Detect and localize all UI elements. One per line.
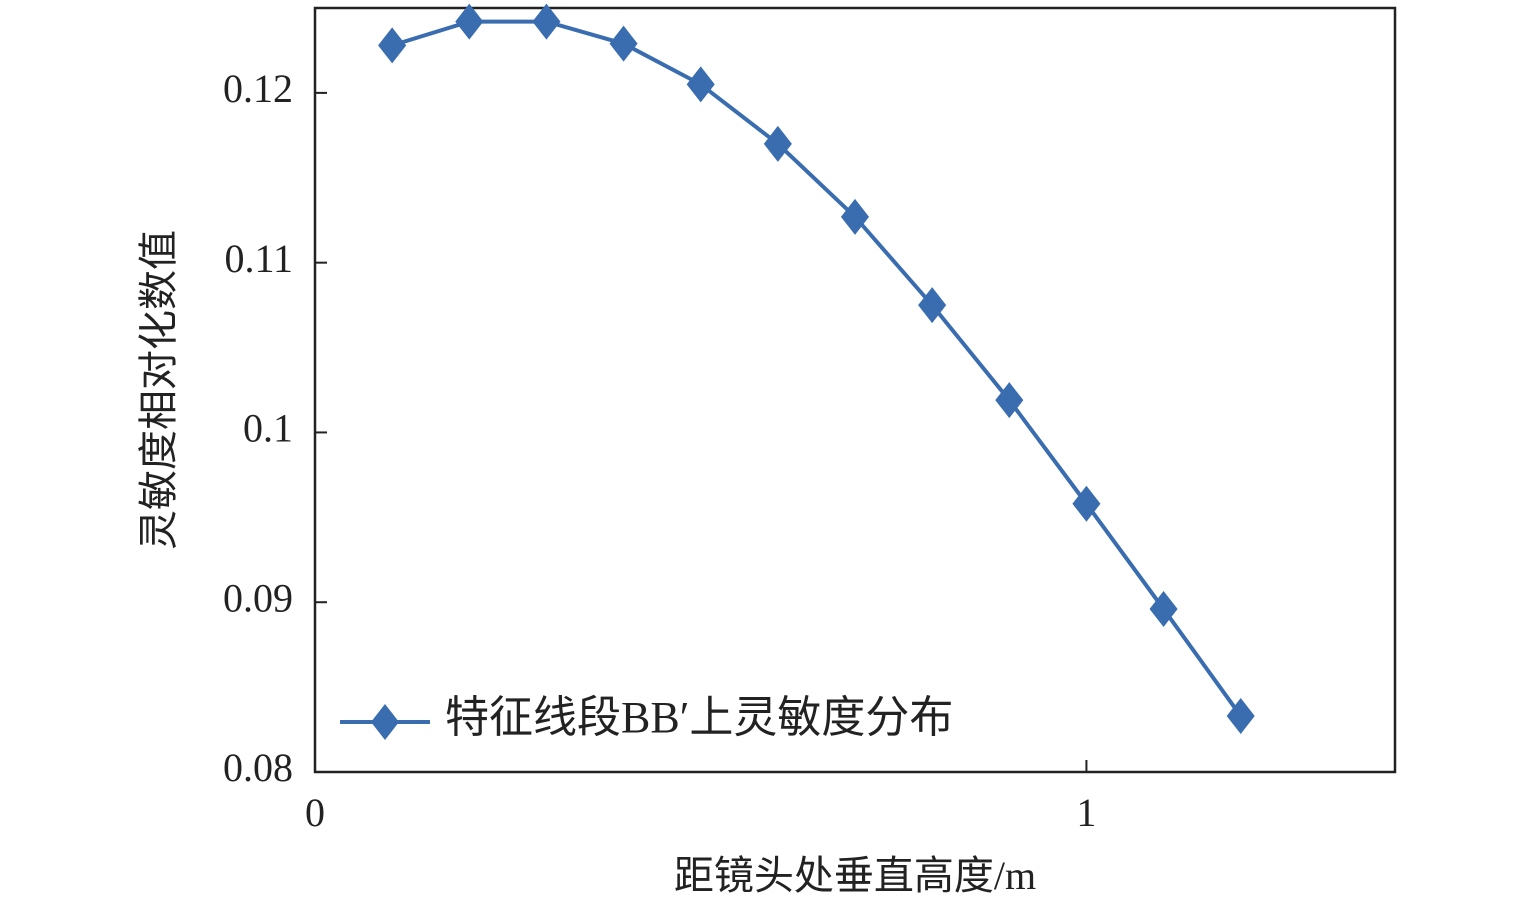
marker bbox=[918, 287, 947, 324]
marker bbox=[1072, 485, 1101, 522]
series-line bbox=[391, 19, 1243, 718]
marker bbox=[609, 25, 638, 62]
marker bbox=[378, 27, 407, 64]
y-tick-label: 0.11 bbox=[224, 236, 293, 281]
marker bbox=[995, 382, 1024, 419]
x-axis-label: 距镜头处垂直高度/m bbox=[674, 853, 1036, 898]
legend-label: 特征线段BB′上灵敏度分布 bbox=[445, 693, 953, 742]
y-tick-label: 0.08 bbox=[223, 745, 293, 790]
legend-marker bbox=[370, 704, 400, 740]
y-tick-label: 0.1 bbox=[243, 406, 293, 451]
marker bbox=[686, 66, 715, 103]
marker bbox=[763, 125, 792, 162]
plot-frame bbox=[313, 6, 1397, 774]
y-axis-label: 灵敏度相对化数值 bbox=[136, 230, 181, 550]
marker bbox=[455, 3, 484, 40]
marker bbox=[532, 3, 561, 40]
y-tick-label: 0.09 bbox=[223, 575, 293, 620]
y-tick-label: 0.12 bbox=[223, 66, 293, 111]
marker bbox=[1149, 591, 1178, 628]
x-tick-label: 0 bbox=[305, 790, 325, 835]
marker bbox=[840, 198, 870, 235]
x-tick-label: 1 bbox=[1076, 790, 1096, 835]
marker bbox=[1226, 697, 1255, 734]
